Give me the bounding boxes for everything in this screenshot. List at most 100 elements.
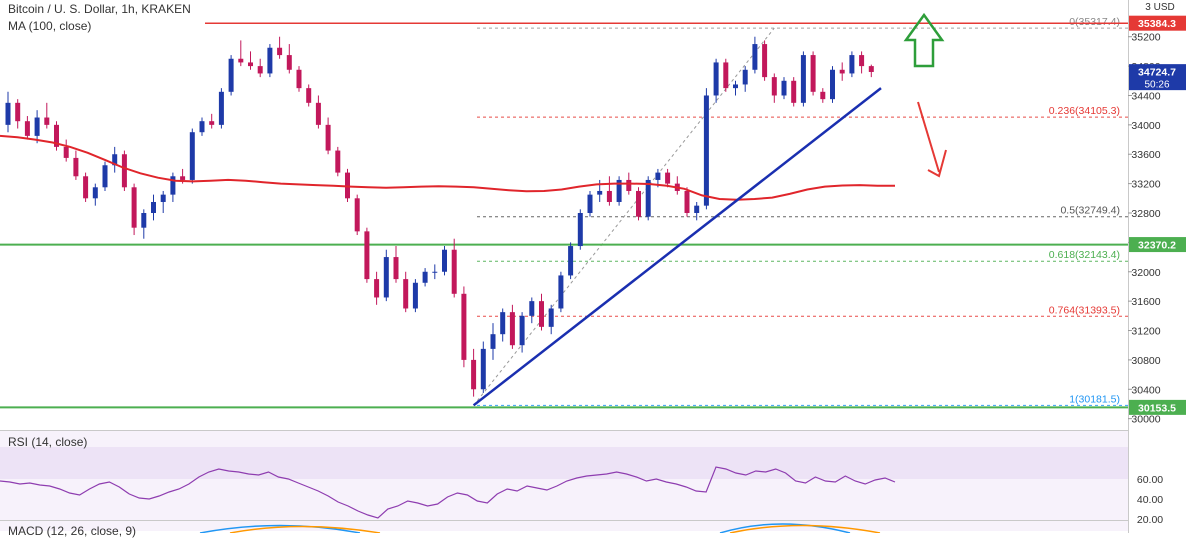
up-arrow <box>903 12 945 68</box>
macd-signal-line <box>729 524 881 534</box>
candle-body <box>868 66 874 72</box>
chart-title: Bitcoin / U. S. Dollar, 1h, KRAKEN <box>8 2 191 16</box>
candle-body <box>189 132 195 180</box>
candle-body <box>131 187 137 228</box>
candle-body <box>529 301 535 316</box>
candle-body <box>141 213 147 228</box>
currency-label: 3 USD <box>1145 2 1174 13</box>
candle-body <box>616 179 622 202</box>
fib-level-label: 0.236(34105.3) <box>1049 105 1120 117</box>
candle-body <box>519 315 525 346</box>
candle-body <box>791 80 797 103</box>
candle-body <box>606 190 612 202</box>
candle-body <box>228 58 234 92</box>
candle-body <box>238 58 244 63</box>
candle-body <box>626 179 632 191</box>
price-tag <box>1129 64 1186 91</box>
candle-body <box>393 257 399 280</box>
rsi-panel <box>0 431 1128 531</box>
macd-line <box>199 524 361 534</box>
candle-body <box>325 124 331 151</box>
candle-body <box>180 176 186 180</box>
candle-body <box>5 102 11 125</box>
candle-body <box>830 69 835 100</box>
candle-body <box>810 55 816 92</box>
candle-body <box>383 257 389 298</box>
macd-signal-line <box>229 525 381 534</box>
candle-body <box>742 69 748 85</box>
candle-body <box>218 91 224 125</box>
y-tick-label: 31200 <box>1131 326 1160 338</box>
candle-body <box>849 55 855 74</box>
y-tick-label: 33600 <box>1131 149 1160 161</box>
candle-body <box>733 84 738 89</box>
candle-body <box>597 190 603 195</box>
candle-body <box>800 55 806 103</box>
candle-body <box>286 55 292 70</box>
candle-body <box>665 172 671 184</box>
fib-level-label: 0.764(31393.5) <box>1049 304 1120 316</box>
candle-body <box>432 271 438 273</box>
candle-body <box>655 172 661 180</box>
candle-body <box>15 102 21 122</box>
candle-body <box>859 55 865 67</box>
rsi-band <box>0 447 1128 479</box>
macd-line <box>719 523 851 534</box>
price-tag-countdown: 50:26 <box>1144 80 1169 91</box>
candle-body <box>539 301 544 327</box>
candle-body <box>403 279 409 309</box>
candle-body <box>248 62 253 67</box>
y-tick-label: 30000 <box>1131 414 1160 426</box>
candle-body <box>151 201 156 213</box>
candle-body <box>277 47 283 56</box>
candle-body <box>577 213 583 247</box>
candle-body <box>558 275 564 309</box>
y-tick-label: 32800 <box>1131 208 1160 220</box>
candle-body <box>480 348 486 390</box>
rsi-tick-label: 60.00 <box>1137 474 1163 486</box>
candle-body <box>451 249 457 294</box>
y-tick-label: 33200 <box>1131 179 1160 191</box>
trendline <box>472 87 882 407</box>
candle-body <box>257 66 263 74</box>
candle-body <box>354 198 360 232</box>
y-tick-label: 30400 <box>1131 384 1160 396</box>
down-arrow-head <box>927 149 947 178</box>
candle-body <box>412 282 418 309</box>
price-tag-label: 30153.5 <box>1138 402 1176 414</box>
rsi-tick-label: 20.00 <box>1137 514 1163 526</box>
candle-body <box>568 246 574 276</box>
y-tick-label: 34000 <box>1131 120 1160 132</box>
candle-body <box>839 69 845 74</box>
fib-level-label: 1(30181.5) <box>1069 393 1120 405</box>
candle-body <box>335 150 341 173</box>
candle-body <box>24 121 30 136</box>
candle-body <box>73 157 79 177</box>
candle-body <box>54 124 59 147</box>
candle-body <box>209 121 215 125</box>
candle-body <box>752 44 758 70</box>
candle-body <box>315 102 321 125</box>
candle-body <box>636 190 641 217</box>
candle-body <box>442 249 447 272</box>
candle-body <box>509 312 515 346</box>
price-tag-label: 35384.3 <box>1138 18 1176 30</box>
y-tick-label: 35200 <box>1131 32 1160 44</box>
price-tag <box>1129 237 1186 253</box>
candle-body <box>781 80 787 96</box>
candle-body <box>296 69 302 89</box>
candle-body <box>374 279 380 298</box>
macd-label: MACD (12, 26, close, 9) <box>8 524 137 538</box>
candle-body <box>471 359 477 390</box>
down-arrow <box>917 101 940 173</box>
candle-body <box>490 334 496 349</box>
candle-body <box>645 179 651 217</box>
y-tick-label: 30800 <box>1131 355 1160 367</box>
candle-body <box>199 121 205 133</box>
candle-body <box>306 88 312 103</box>
candle-body <box>723 62 729 89</box>
y-tick-label: 31600 <box>1131 296 1160 308</box>
candle-body <box>422 271 428 283</box>
candle-body <box>762 44 768 78</box>
